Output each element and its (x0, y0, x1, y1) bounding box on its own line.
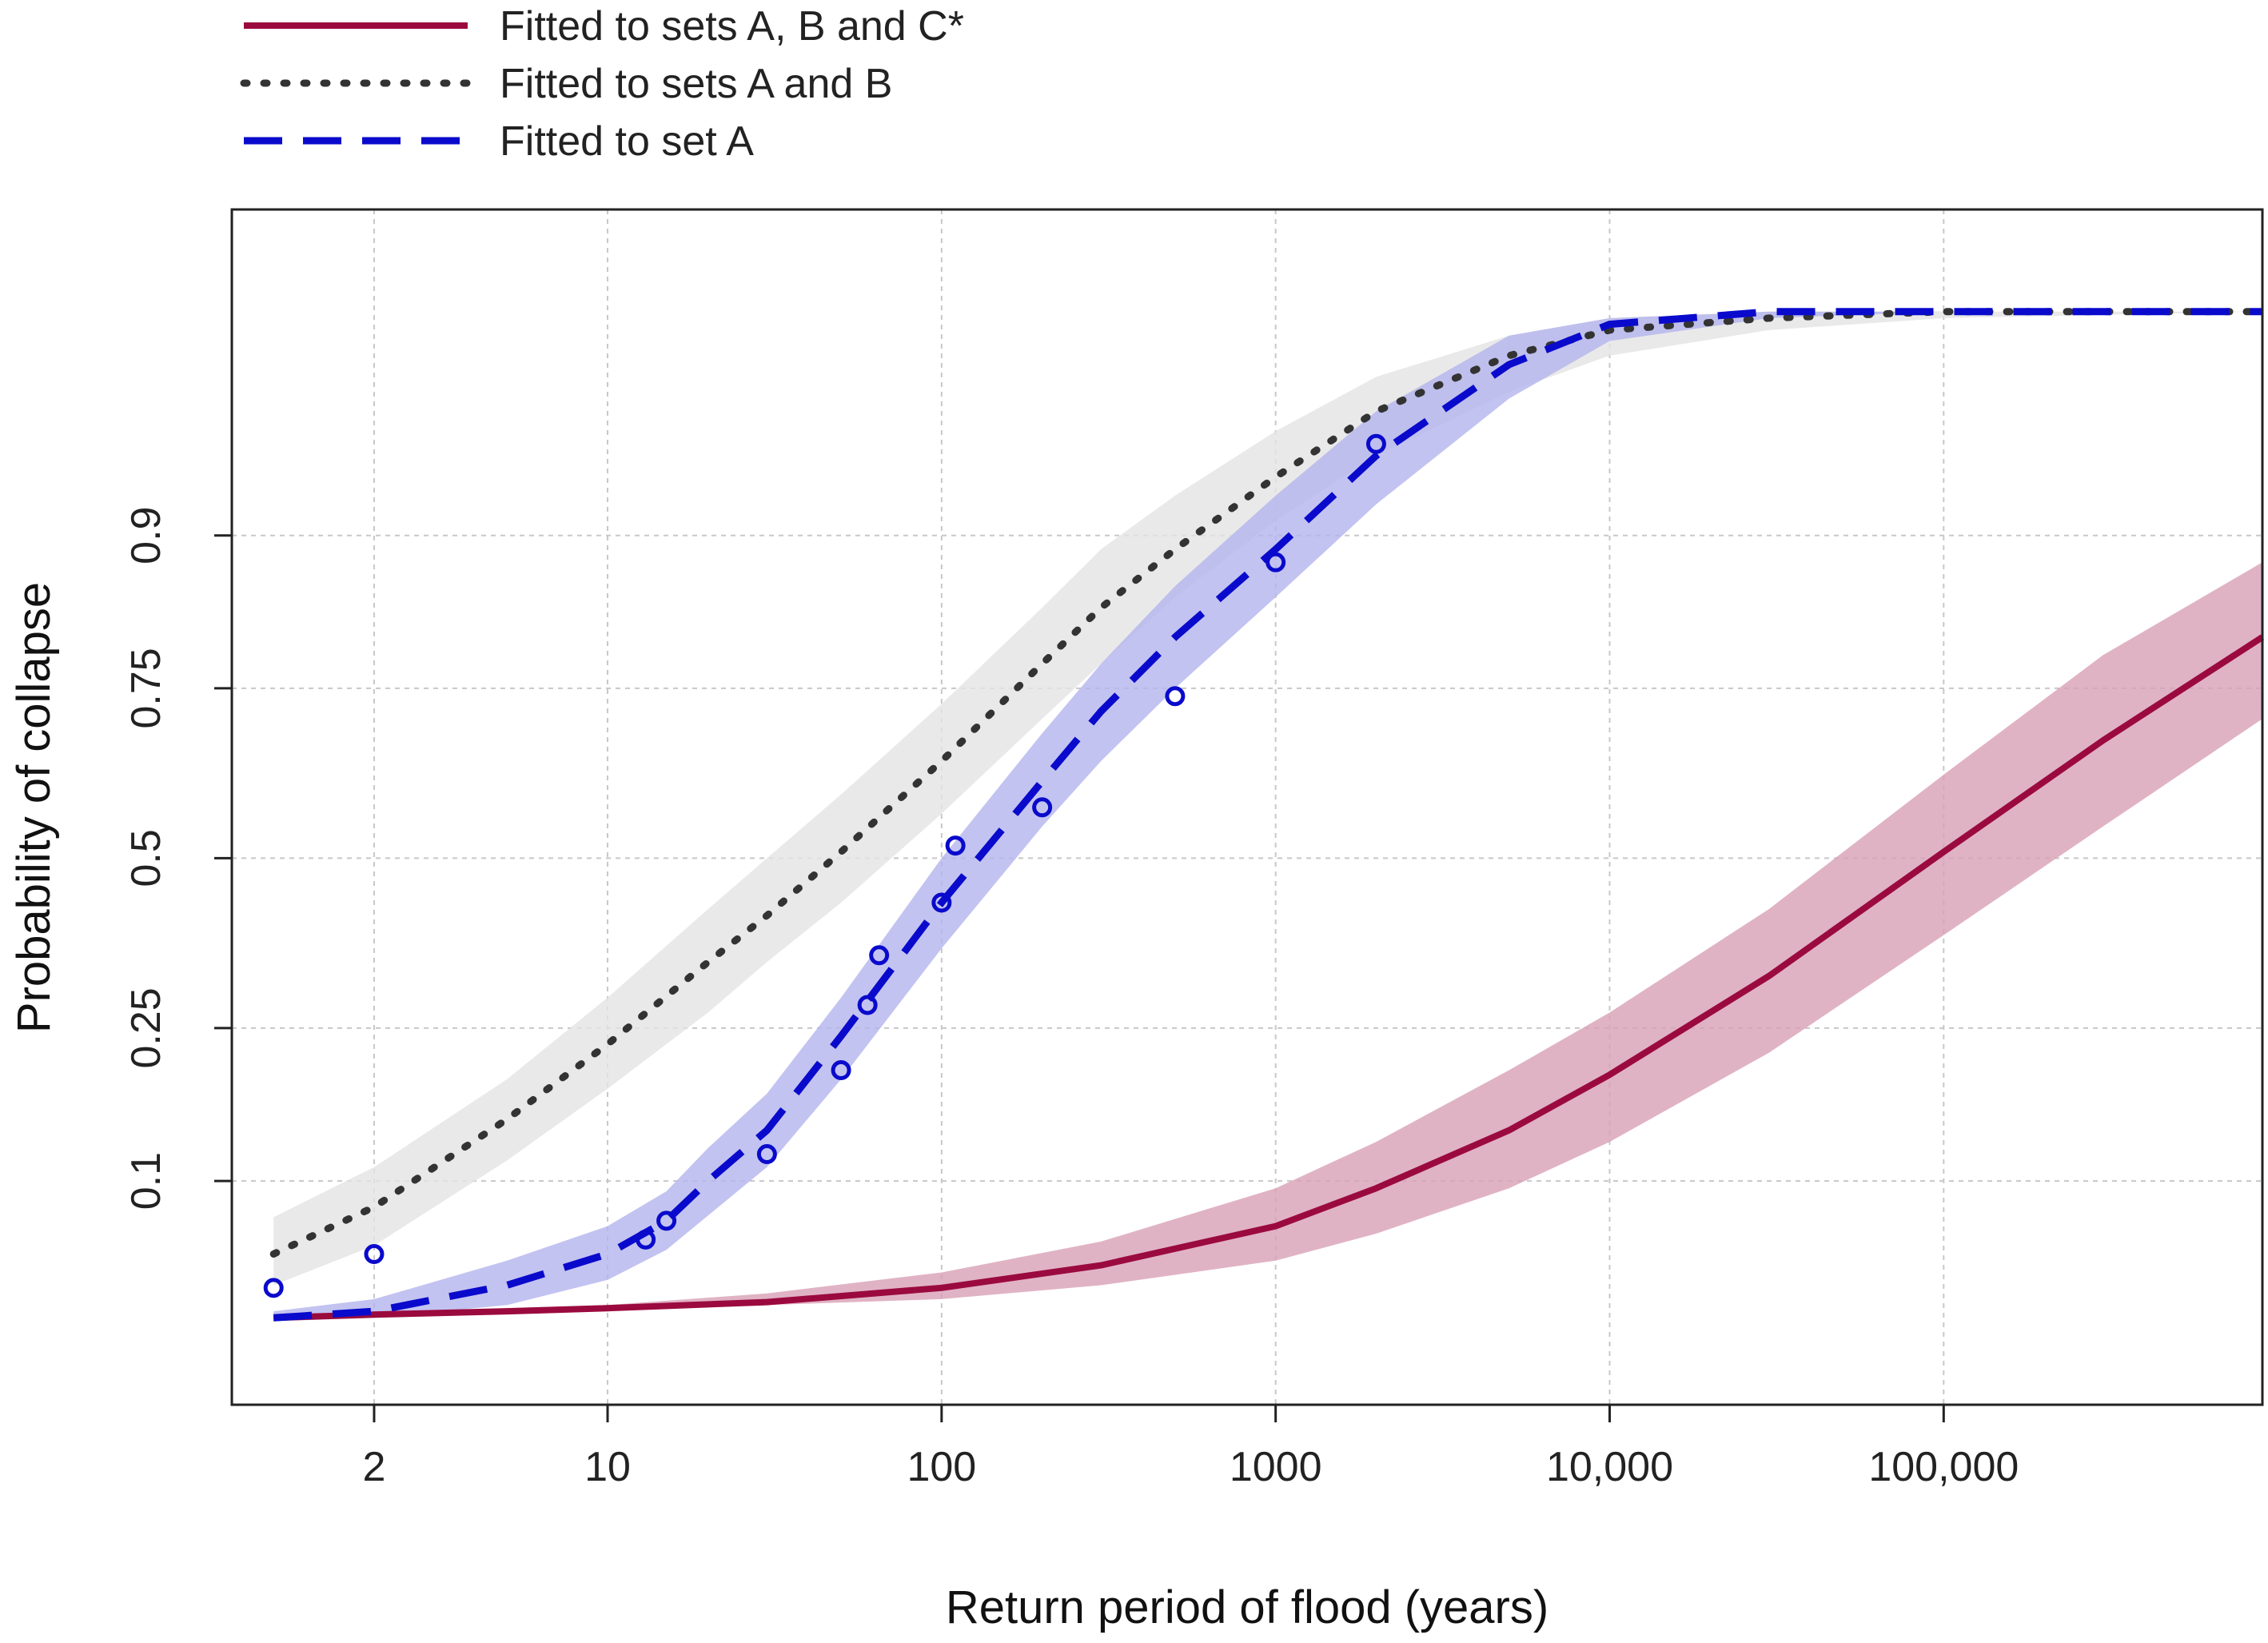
legend-entry-ab: Fitted to sets A and B (240, 61, 892, 107)
data-point-0 (263, 1278, 284, 1298)
plot-frame (230, 208, 2264, 1406)
confidence-band-2 (273, 311, 2263, 1322)
legend-entry-abc: Fitted to sets A, B and C* (244, 3, 964, 50)
legend-label-set-a: Fitted to set A (500, 118, 754, 165)
y-axis-title: Probability of collapse (8, 582, 60, 1033)
y-tick-label-4: 0.9 (123, 507, 169, 564)
x-tick-label-5: 100,000 (1868, 1444, 2019, 1490)
legend-label-sets-ab: Fitted to sets A and B (500, 61, 892, 107)
series-line-0 (273, 634, 2265, 1322)
legend-label-sets-abc: Fitted to sets A, B and C* (500, 3, 964, 50)
data-point-12 (1266, 552, 1286, 572)
confidence-band-0 (273, 562, 2263, 1318)
x-axis: 2 10 100 1000 10,000 100,000 (363, 1405, 2019, 1490)
x-tick-label-3: 1000 (1230, 1444, 1322, 1490)
y-tick-label-0: 0.1 (123, 1152, 169, 1210)
data-point-8 (931, 892, 952, 913)
data-point-10 (1032, 797, 1053, 818)
y-tick-label-1: 0.25 (123, 987, 169, 1068)
legend: Fitted to sets A, B and C* Fitted to set… (240, 3, 964, 165)
data-point-6 (857, 995, 878, 1015)
x-tick-label-2: 100 (907, 1444, 976, 1490)
x-tick-label-0: 2 (363, 1444, 386, 1490)
data-point-1 (364, 1244, 385, 1265)
x-axis-title: Return period of flood (years) (946, 1581, 1549, 1633)
x-tick-label-1: 10 (584, 1444, 631, 1490)
legend-entry-a: Fitted to set A (244, 118, 754, 165)
y-axis: 0.1 0.25 0.5 0.75 0.9 (123, 507, 232, 1210)
data-point-13 (1365, 433, 1386, 454)
data-point-7 (869, 945, 890, 966)
x-tick-label-4: 10,000 (1546, 1444, 1673, 1490)
data-point-3 (656, 1210, 677, 1231)
series-line-2 (273, 308, 2262, 1322)
confidence-bands (273, 311, 2263, 1322)
y-tick-label-2: 0.5 (123, 829, 169, 887)
data-point-5 (831, 1060, 851, 1081)
data-point-4 (756, 1144, 777, 1165)
fitted-curves (269, 308, 2266, 1322)
data-point-2 (636, 1229, 656, 1250)
observed-points (263, 433, 1386, 1298)
data-point-11 (1165, 686, 1186, 707)
y-tick-label-3: 0.75 (123, 648, 169, 728)
data-point-9 (945, 835, 966, 856)
